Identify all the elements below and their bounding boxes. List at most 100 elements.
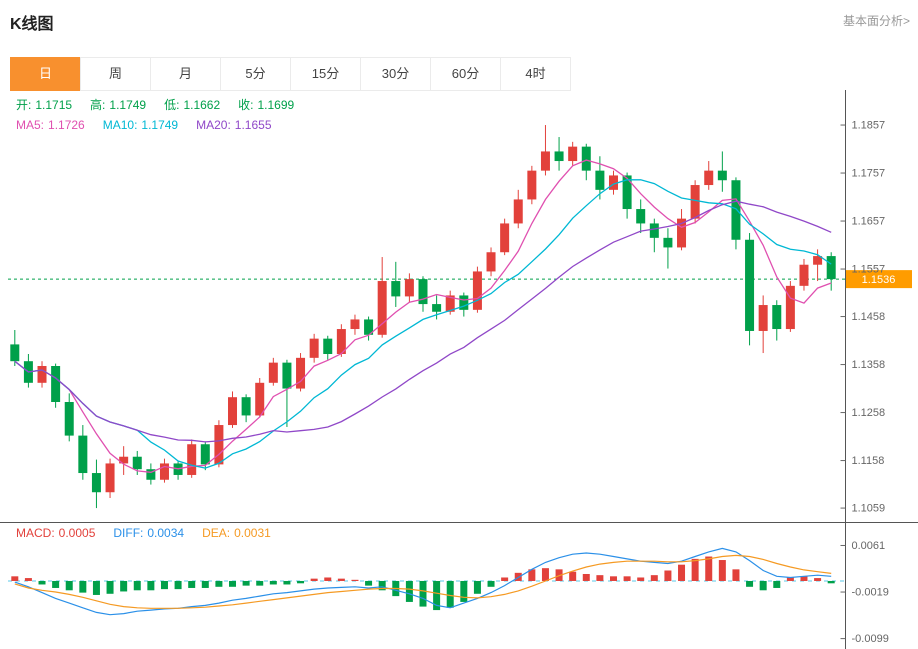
price-axis-label: 1.1458	[852, 311, 886, 323]
candle-body	[513, 199, 523, 224]
candle-body	[91, 473, 101, 493]
macd-axis-label: -0.0099	[852, 633, 889, 645]
tab-day[interactable]: 日	[10, 57, 81, 91]
candle-body	[336, 329, 346, 354]
candle-body	[432, 304, 442, 312]
tab-5min[interactable]: 5分	[220, 57, 291, 91]
macd-bar	[569, 571, 577, 581]
macd-bar	[718, 560, 726, 581]
macd-bar	[24, 578, 32, 581]
candle-body	[772, 305, 782, 330]
candle-body	[10, 344, 20, 362]
candle-body	[309, 338, 319, 358]
macd-axis-label: -0.0019	[852, 587, 889, 599]
candle-body	[37, 366, 47, 383]
macd-bar	[79, 580, 87, 593]
page-header: K线图 基本面分析>	[0, 0, 918, 40]
tab-60min[interactable]: 60分	[430, 57, 501, 91]
candle-body	[105, 463, 115, 493]
tab-month[interactable]: 月	[150, 57, 221, 91]
macd-bar	[11, 576, 19, 581]
macd-item-1: DIFF: 0.0034	[113, 526, 185, 540]
price-axis-label: 1.1059	[852, 503, 886, 515]
macd-histogram	[11, 556, 835, 611]
macd-bar	[215, 580, 223, 587]
ma10-line	[14, 179, 832, 469]
candle-body	[540, 151, 550, 171]
macd-bar	[759, 580, 767, 591]
ohlc-item-0: 开: 1.1715	[16, 98, 73, 112]
candle-body	[690, 185, 700, 219]
candle-body	[418, 279, 428, 305]
candle-body	[377, 281, 387, 335]
candle-body	[745, 239, 755, 331]
price-axis-label: 1.1857	[852, 120, 886, 132]
macd-bar	[256, 580, 264, 586]
fundamental-analysis-link[interactable]: 基本面分析>	[842, 14, 910, 28]
macd-bar	[460, 580, 468, 602]
macd-bar	[637, 577, 645, 581]
ma-item-1: MA10: 1.1749	[102, 118, 179, 132]
candle-body	[527, 170, 537, 200]
candle-body	[187, 444, 197, 475]
timeframe-tab-bar: 日周月 5分 15分 30分 60分 4时	[10, 57, 571, 91]
macd-bar	[297, 580, 305, 584]
candle-body	[255, 382, 265, 416]
macd-bar	[786, 577, 794, 581]
candle-body	[826, 256, 836, 280]
tab-15min[interactable]: 15分	[290, 57, 361, 91]
candle-body	[51, 366, 61, 402]
tab-4hour[interactable]: 4时	[500, 57, 571, 91]
macd-bar	[188, 580, 196, 588]
macd-bar	[337, 578, 345, 581]
candle-body	[649, 223, 659, 238]
macd-bar	[120, 580, 128, 592]
candle-body	[404, 279, 414, 297]
price-axis-label: 1.1657	[852, 216, 886, 228]
macd-bar	[269, 580, 277, 585]
candle-body	[486, 252, 496, 272]
current-price-box	[846, 270, 912, 289]
candle-body	[391, 281, 401, 297]
ma-item-2: MA20: 1.1655	[196, 118, 272, 132]
macd-bar	[310, 578, 318, 581]
ma20-line	[14, 200, 832, 443]
macd-bar	[773, 580, 781, 588]
ma-legend: MA5: 1.1726 MA10: 1.1749 MA20: 1.1655	[16, 118, 290, 132]
candle-body	[268, 362, 278, 383]
diff-line	[14, 547, 832, 616]
candle-body	[622, 175, 632, 210]
candle-body	[554, 151, 564, 162]
candle-body	[636, 209, 646, 224]
current-price-label: 1.1536	[862, 274, 896, 286]
dea-line	[14, 554, 832, 609]
macd-bar	[106, 580, 114, 594]
macd-bar	[541, 568, 549, 581]
candle-body	[200, 444, 210, 465]
macd-bar	[174, 580, 182, 590]
candle-body	[350, 319, 360, 330]
macd-axis-label: 0.0061	[852, 540, 886, 552]
tab-week[interactable]: 周	[80, 57, 151, 91]
price-axis-label: 1.1757	[852, 168, 886, 180]
price-axis-label: 1.1557	[852, 264, 886, 276]
candle-body	[785, 285, 795, 330]
candle-body	[758, 305, 768, 331]
candle-body	[146, 469, 156, 480]
macd-bar	[473, 580, 481, 594]
macd-bar	[528, 569, 536, 581]
page-title: K线图	[10, 16, 54, 33]
macd-bar	[582, 573, 590, 581]
tab-30min[interactable]: 30分	[360, 57, 431, 91]
price-axis-label: 1.1358	[852, 359, 886, 371]
macd-legend: MACD: 0.0005 DIFF: 0.0034 DEA: 0.0031	[16, 526, 289, 540]
macd-bar	[52, 580, 60, 588]
candle-body	[282, 362, 292, 389]
candle-body	[472, 271, 482, 310]
macd-bar	[201, 580, 209, 588]
candle-body	[663, 237, 673, 248]
macd-bar	[133, 580, 141, 591]
candle-body	[119, 456, 129, 464]
macd-item-2: DEA: 0.0031	[202, 526, 271, 540]
